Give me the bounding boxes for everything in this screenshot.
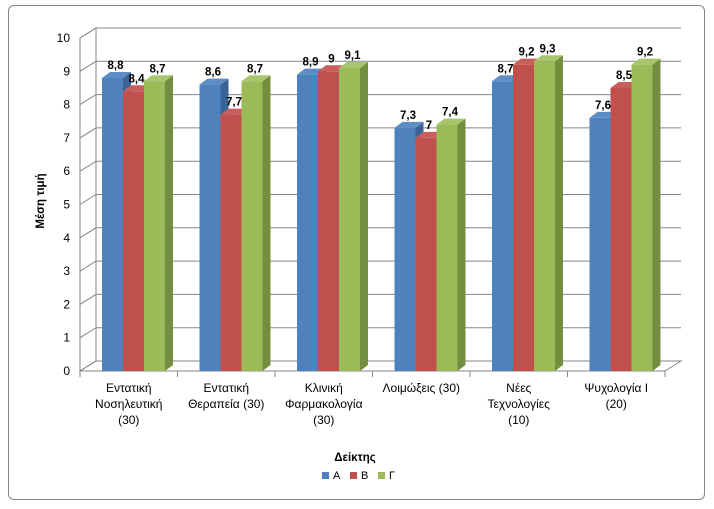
data-labels: 8,8 8,4 8,7 8,6 7,7 8,7 8,9 9 9,1 7,3 7 7,4 8,7 9,2 9,… xyxy=(108,43,654,132)
gridline xyxy=(79,127,681,139)
legend-item: Γ xyxy=(378,470,395,482)
data-label: 7,4 xyxy=(442,107,459,119)
y-tick-label: 5 xyxy=(63,198,70,212)
bars xyxy=(102,55,661,372)
y-tick-label: 0 xyxy=(63,364,70,378)
legend: Α Β Γ xyxy=(322,470,395,482)
legend-item: Α xyxy=(322,470,341,482)
y-tick-label: 6 xyxy=(63,164,70,178)
data-label: 8,6 xyxy=(205,67,221,79)
data-label: 7,6 xyxy=(595,100,611,112)
data-label: 8,4 xyxy=(129,73,146,85)
data-label: 8,5 xyxy=(616,70,633,82)
data-label: 8,9 xyxy=(303,57,319,69)
bar xyxy=(436,118,466,371)
data-label: 8,7 xyxy=(498,63,514,75)
y-tick-label: 4 xyxy=(63,231,70,245)
data-label: 8,7 xyxy=(247,63,263,75)
gridline xyxy=(79,160,681,172)
bar xyxy=(631,58,661,371)
y-tick-label: 9 xyxy=(63,64,70,78)
x-tick-label: Ψυχολογία Ι (20) xyxy=(584,381,648,411)
data-label: 9,2 xyxy=(637,47,653,59)
x-tick-label: Εντατική Νοσηλευτική (30) xyxy=(95,381,162,427)
category-labels: Εντατική Νοσηλευτική (30) Εντατική Θεραπεία … xyxy=(95,381,648,427)
data-label: 9,3 xyxy=(540,43,556,55)
y-tick-labels: 0 1 2 3 4 5 6 7 8 9 10 xyxy=(57,31,71,378)
legend-swatch xyxy=(322,472,329,479)
gridline xyxy=(79,27,681,39)
legend-label: Γ xyxy=(389,470,395,482)
legend-label: Β xyxy=(361,470,368,482)
gridline xyxy=(79,260,681,272)
data-label: 9,1 xyxy=(345,50,362,62)
data-label: 7,7 xyxy=(226,97,242,109)
y-axis-title: Μέση τιμή xyxy=(35,173,47,228)
gridline xyxy=(79,360,681,372)
bar xyxy=(534,55,563,372)
data-label: 7 xyxy=(426,120,432,132)
y-tick-label: 7 xyxy=(63,131,70,145)
gridline xyxy=(79,194,681,205)
gridline xyxy=(79,293,681,305)
legend-swatch xyxy=(350,472,357,479)
x-tick-label: Λοιμώξεις (30) xyxy=(383,381,460,395)
gridline xyxy=(79,327,681,339)
legend-swatch xyxy=(378,472,385,479)
x-tick-label: Κλινική Φαρμακολογία (30) xyxy=(285,381,363,427)
data-label: 9 xyxy=(328,53,334,65)
x-tick-label: Εντατική Θεραπεία (30) xyxy=(188,381,264,411)
y-tick-label: 10 xyxy=(57,31,71,45)
data-label: 7,3 xyxy=(400,110,416,122)
legend-label: Α xyxy=(333,470,341,482)
bar xyxy=(241,75,271,371)
data-label: 8,8 xyxy=(108,60,125,72)
y-tick-label: 8 xyxy=(63,98,70,112)
gridlines xyxy=(79,27,681,377)
y-tick-label: 3 xyxy=(63,264,70,278)
gridline xyxy=(79,227,681,239)
data-label: 9,2 xyxy=(519,47,535,59)
bar xyxy=(339,61,368,371)
gridline xyxy=(79,60,681,72)
bar xyxy=(144,75,173,371)
x-axis-title: Δείκτης xyxy=(334,452,375,464)
x-tick-label: Νέες Τεχνολογίες (10) xyxy=(488,381,551,427)
y-tick-label: 1 xyxy=(63,331,70,345)
data-label: 8,7 xyxy=(150,63,166,75)
gridline xyxy=(79,94,681,106)
legend-item: Β xyxy=(350,470,368,482)
y-tick-label: 2 xyxy=(63,297,70,311)
